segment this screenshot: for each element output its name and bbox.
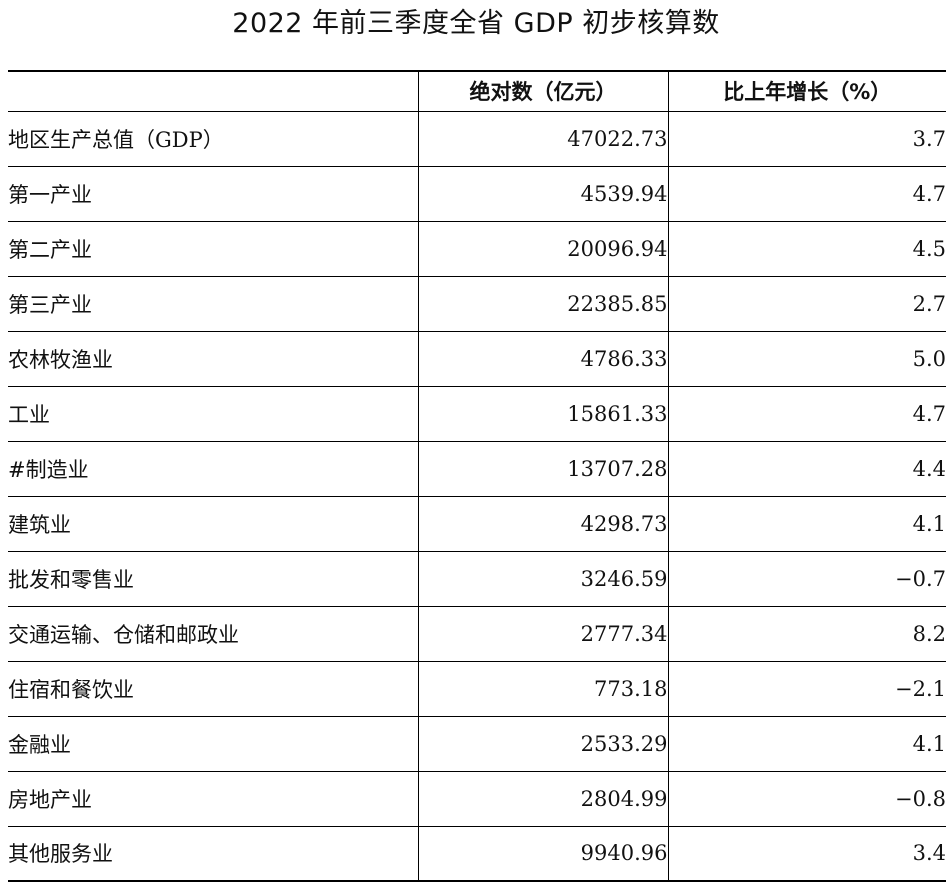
row-growth: 5.0 (667, 330, 946, 387)
row-value: 4786.33 (417, 330, 668, 387)
row-label: 批发和零售业 (8, 550, 418, 607)
gdp-table: 绝对数（亿元） 比上年增长（%） 地区生产总值（GDP） 47022.73 3.… (8, 70, 946, 882)
table-row: 交通运输、仓储和邮政业 2777.34 8.2 (8, 605, 946, 662)
row-value: 2777.34 (417, 605, 668, 662)
row-label: 第一产业 (8, 165, 418, 222)
column-header-value: 绝对数（亿元） (417, 70, 668, 112)
table-row: 工业 15861.33 4.7 (8, 385, 946, 442)
row-value: 4539.94 (417, 165, 668, 222)
row-value: 13707.28 (417, 440, 668, 497)
row-label: 农林牧渔业 (8, 330, 418, 387)
row-growth: 4.1 (667, 495, 946, 552)
table-row: #制造业 13707.28 4.4 (8, 440, 946, 497)
table-header-row: 绝对数（亿元） 比上年增长（%） (8, 70, 946, 112)
table-row: 住宿和餐饮业 773.18 −2.1 (8, 660, 946, 717)
row-label: 地区生产总值（GDP） (8, 110, 418, 167)
row-value: 773.18 (417, 660, 668, 717)
row-growth: 4.1 (667, 715, 946, 772)
row-growth: −0.8 (667, 770, 946, 827)
row-value: 15861.33 (417, 385, 668, 442)
column-header-growth: 比上年增长（%） (667, 70, 946, 112)
row-label: 房地产业 (8, 770, 418, 827)
row-label: 建筑业 (8, 495, 418, 552)
table-row: 建筑业 4298.73 4.1 (8, 495, 946, 552)
table-row: 农林牧渔业 4786.33 5.0 (8, 330, 946, 387)
table-row: 金融业 2533.29 4.1 (8, 715, 946, 772)
row-value: 47022.73 (417, 110, 668, 167)
row-growth: 4.7 (667, 385, 946, 442)
row-growth: 8.2 (667, 605, 946, 662)
row-value: 4298.73 (417, 495, 668, 552)
table-row: 第一产业 4539.94 4.7 (8, 165, 946, 222)
row-growth: 2.7 (667, 275, 946, 332)
row-label: 工业 (8, 385, 418, 442)
table-row: 第三产业 22385.85 2.7 (8, 275, 946, 332)
table-row: 其他服务业 9940.96 3.4 (8, 825, 946, 882)
row-growth: 3.4 (667, 825, 946, 882)
row-label: 住宿和餐饮业 (8, 660, 418, 717)
row-value: 9940.96 (417, 825, 668, 882)
row-label: 金融业 (8, 715, 418, 772)
row-growth: 3.7 (667, 110, 946, 167)
table-row: 批发和零售业 3246.59 −0.7 (8, 550, 946, 607)
row-label: 其他服务业 (8, 825, 418, 882)
row-label: 第二产业 (8, 220, 418, 277)
row-value: 20096.94 (417, 220, 668, 277)
row-label: 第三产业 (8, 275, 418, 332)
row-growth: 4.5 (667, 220, 946, 277)
row-value: 2804.99 (417, 770, 668, 827)
row-value: 3246.59 (417, 550, 668, 607)
row-label: 交通运输、仓储和邮政业 (8, 605, 418, 662)
row-growth: −2.1 (667, 660, 946, 717)
row-label: #制造业 (8, 440, 418, 497)
page-title: 2022 年前三季度全省 GDP 初步核算数 (232, 8, 720, 39)
table-row: 第二产业 20096.94 4.5 (8, 220, 946, 277)
row-growth: 4.4 (667, 440, 946, 497)
column-header-item (8, 70, 418, 112)
table-row: 房地产业 2804.99 −0.8 (8, 770, 946, 827)
row-value: 22385.85 (417, 275, 668, 332)
row-growth: −0.7 (667, 550, 946, 607)
table-row: 地区生产总值（GDP） 47022.73 3.7 (8, 110, 946, 167)
row-value: 2533.29 (417, 715, 668, 772)
row-growth: 4.7 (667, 165, 946, 222)
